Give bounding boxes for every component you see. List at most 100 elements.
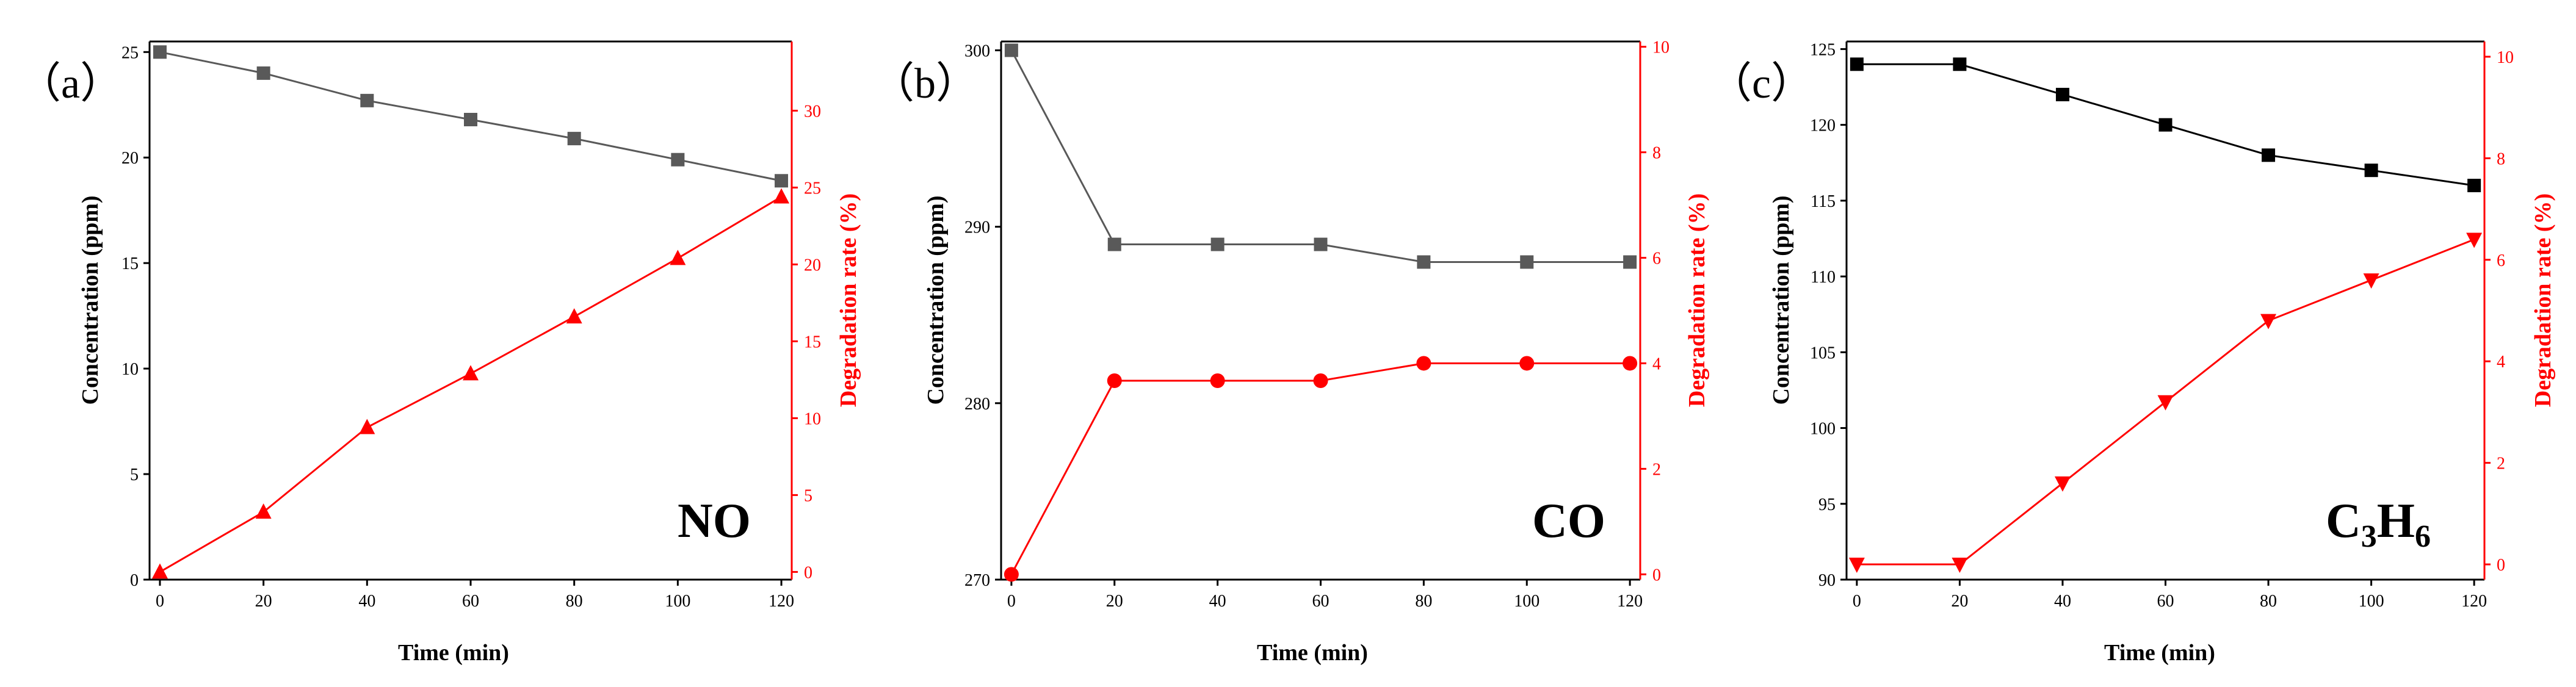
panel-c-degradation-point (2260, 314, 2277, 329)
panel-a-y-tick-label: 0 (130, 571, 139, 590)
panel-a-y-tick-label: 5 (130, 466, 139, 484)
panel-a-y2-tick-label: 30 (804, 102, 821, 121)
panel-b-concentration-point (1004, 43, 1018, 57)
panel-a-degradation-point (670, 250, 686, 265)
panel-c-y2label: Degradation rate (%) (2530, 193, 2556, 407)
panel-a-x-tick-label: 120 (769, 592, 794, 611)
panel-b-concentration-point (1623, 255, 1637, 269)
panel-c-concentration-point (2055, 87, 2069, 101)
panel-c-degradation-point (1848, 558, 1865, 574)
panel-c-y-tick-label: 100 (1810, 420, 1836, 439)
panel-b-y-tick-label: 300 (964, 41, 990, 60)
panel-a-x-tick-label: 80 (566, 592, 583, 611)
gas-label-sub-3: 3 (2361, 519, 2377, 554)
panel-b-x-tick-label: 120 (1617, 592, 1643, 611)
panel-b-concentration-point (1314, 237, 1328, 251)
panel-c-plot: 0 20 40 60 80 100 120 90 95 100 105 110 115 120 125 0 2 4… (1810, 40, 2514, 611)
panel-a-degradation-point (359, 419, 375, 434)
panel-a-y2-tick-label: 15 (804, 333, 821, 351)
panel-a-x-tick-label: 0 (156, 592, 164, 611)
panel-c-concentration-point (1850, 57, 1864, 71)
panel-b-y2label: Degradation rate (%) (1684, 193, 1710, 407)
panel-a-y2-tick-label: 0 (804, 563, 812, 582)
panel-c-y-tick-label: 115 (1811, 192, 1836, 211)
panel-a-y2-tick-label: 10 (804, 409, 821, 428)
panel-c-x-tick-label: 60 (2157, 592, 2174, 611)
panel-b-y-tick-label: 290 (964, 218, 990, 237)
gas-label-sub-6: 6 (2415, 519, 2431, 554)
panel-b-concentration-point (1210, 237, 1225, 251)
panel-a-plot: 0 20 40 60 80 100 120 0 5 10 15 20 25 0 5 10 15 20 25 30 (121, 40, 821, 611)
panel-a-x-tick-label: 40 (358, 592, 375, 611)
panel-a-x-tick-label: 20 (255, 592, 272, 611)
panel-c-ylabel: Concentration (ppm) (1768, 195, 1794, 405)
panel-a-x-tick-label: 60 (462, 592, 479, 611)
panel-c-degradation-point (2466, 232, 2483, 248)
panel-c-concentration-point (2158, 118, 2173, 132)
panel-a-degradation-point (151, 563, 168, 579)
panel-c-concentration-point (1953, 57, 1967, 71)
panel-a-y-tick-label: 20 (121, 149, 139, 168)
panel-b-xlabel: Time (min) (1257, 640, 1368, 666)
panel-c-y2-tick-label: 10 (2497, 48, 2514, 67)
panel-c-y2-tick-label: 8 (2497, 149, 2505, 168)
panel-c-concentration-point (2364, 164, 2378, 178)
panel-c-degradation-point (1952, 558, 1968, 574)
panel-b-degradation-point (1416, 356, 1431, 371)
panel-a-xlabel: Time (min) (398, 640, 509, 666)
panel-c-x-tick-label: 80 (2260, 592, 2277, 611)
panel-a-y2label: Degradation rate (%) (836, 193, 861, 407)
panel-a-y2-tick-label: 5 (804, 486, 812, 505)
panel-a-y2-tick-label: 20 (804, 256, 821, 275)
panel-a-concentration-point (360, 93, 374, 107)
panel-c-y2-tick-label: 6 (2497, 251, 2505, 270)
panel-c-x-tick-label: 0 (1853, 592, 1861, 611)
panel-a-degradation-point (566, 308, 582, 324)
panel-b-degradation-point (1519, 356, 1535, 371)
panel-a-y2-tick-label: 25 (804, 179, 821, 198)
panel-b-degradation-point (1210, 373, 1225, 389)
panel-b-x-tick-label: 20 (1106, 592, 1123, 611)
panel-a-y-tick-label: 25 (121, 43, 139, 62)
panel-b-y-tick-label: 280 (964, 395, 990, 414)
panel-b-y2-tick-label: 0 (1652, 566, 1661, 584)
panel-b-x-tick-label: 100 (1514, 592, 1539, 611)
panel-a-gas-label: NO (678, 494, 751, 548)
panel-c-y-tick-label: 110 (1811, 268, 1836, 287)
panel-b-degradation-point (1107, 373, 1122, 389)
panel-b-plot: 0 20 40 60 80 100 120 270 280 290 300 0 2 4 6 8 10 (964, 38, 1670, 611)
panel-a-concentration-point (567, 132, 581, 146)
panel-c-xlabel: Time (min) (2104, 640, 2215, 666)
panel-a-degradation-point (773, 188, 790, 204)
panel-b-label: （b） (872, 60, 979, 107)
panel-c-y-tick-label: 90 (1818, 571, 1836, 590)
panel-b-y2-tick-label: 2 (1652, 460, 1661, 479)
panel-c-label: （c） (1709, 60, 1814, 107)
panel-a-concentration-point (671, 153, 685, 167)
panel-c-degradation-point (2363, 273, 2379, 289)
panel-c-x-tick-label: 100 (2359, 592, 2384, 611)
panel-b-y2-tick-label: 10 (1652, 38, 1670, 57)
panel-a-concentration-point (464, 112, 477, 126)
panel-c-degradation-point (2157, 395, 2174, 411)
panel-b-concentration-point (1107, 237, 1121, 251)
panel-c-x-tick-label: 40 (2054, 592, 2071, 611)
panel-a-y-tick-label: 15 (121, 254, 139, 273)
panel-a-label: （a） (18, 60, 123, 107)
panel-b-x-tick-label: 80 (1415, 592, 1432, 611)
panel-a-ylabel: Concentration (ppm) (78, 195, 103, 405)
panel-c-concentration-point (2467, 179, 2481, 193)
panel-b-concentration-line (1010, 49, 1630, 263)
panel-a-y-tick-label: 10 (121, 360, 139, 379)
panel-b-x-tick-label: 60 (1312, 592, 1330, 611)
panel-a-concentration-point (775, 174, 789, 188)
panel-b-gas-label: CO (1532, 494, 1605, 548)
panel-c-y-tick-label: 105 (1810, 344, 1836, 362)
panel-c-gas-label: C3H6 (2326, 494, 2431, 554)
panel-c-y-tick-label: 120 (1810, 117, 1836, 135)
panel-c-y2-tick-label: 2 (2497, 455, 2505, 473)
panel-b-degradation-point (1623, 356, 1638, 371)
panel-c-x-tick-label: 20 (1951, 592, 1968, 611)
